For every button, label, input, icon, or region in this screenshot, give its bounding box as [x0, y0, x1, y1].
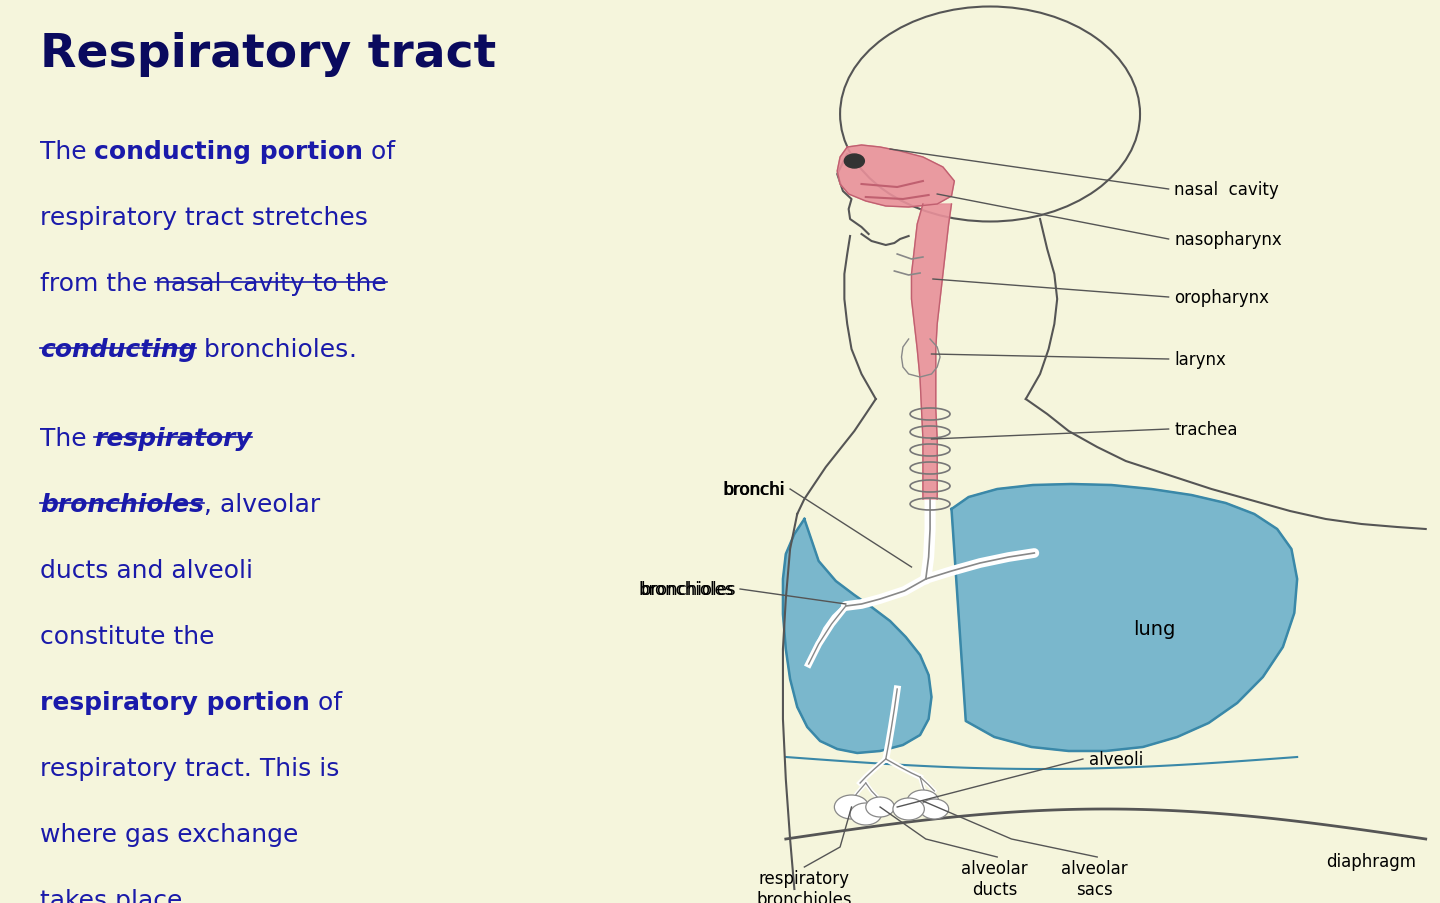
Text: nasopharynx: nasopharynx: [1175, 231, 1282, 248]
Text: respiratory tract stretches: respiratory tract stretches: [40, 206, 367, 230]
Text: diaphragm: diaphragm: [1326, 852, 1416, 870]
Text: from the: from the: [40, 272, 156, 296]
Text: respiratory
bronchioles: respiratory bronchioles: [756, 869, 852, 903]
Text: The: The: [40, 140, 95, 164]
Text: alveolar
sacs: alveolar sacs: [1061, 859, 1128, 898]
Text: nasal cavity to the: nasal cavity to the: [156, 272, 387, 296]
Text: , alveolar: , alveolar: [204, 492, 320, 517]
Text: bronchioles: bronchioles: [639, 581, 734, 599]
Text: takes place.: takes place.: [40, 888, 190, 903]
Text: respiratory portion: respiratory portion: [40, 690, 310, 714]
Circle shape: [834, 796, 868, 819]
Text: respiratory: respiratory: [95, 426, 252, 451]
Text: oropharynx: oropharynx: [1175, 289, 1269, 307]
Text: nasal  cavity: nasal cavity: [1175, 181, 1279, 199]
Text: bronchi: bronchi: [723, 480, 785, 498]
Circle shape: [893, 798, 924, 820]
Text: of: of: [310, 690, 341, 714]
Text: lung: lung: [1133, 619, 1175, 638]
Text: respiratory tract. This is: respiratory tract. This is: [40, 756, 340, 780]
Circle shape: [920, 799, 949, 819]
Text: bronchioles: bronchioles: [196, 338, 348, 362]
Text: alveoli: alveoli: [1089, 750, 1143, 768]
Text: larynx: larynx: [1175, 350, 1227, 368]
Text: alveolar
ducts: alveolar ducts: [960, 859, 1028, 898]
Text: Respiratory tract: Respiratory tract: [40, 32, 495, 77]
Text: conducting portion: conducting portion: [95, 140, 363, 164]
Text: of: of: [363, 140, 396, 164]
Circle shape: [844, 154, 864, 169]
Polygon shape: [912, 205, 952, 499]
Circle shape: [907, 790, 939, 812]
Circle shape: [850, 803, 881, 825]
Text: bronchioles: bronchioles: [641, 581, 736, 599]
Polygon shape: [837, 146, 955, 208]
Text: bronchi: bronchi: [724, 480, 786, 498]
Text: where gas exchange: where gas exchange: [40, 822, 298, 846]
Polygon shape: [952, 485, 1297, 751]
Text: The: The: [40, 426, 95, 451]
Text: conducting: conducting: [40, 338, 196, 362]
Circle shape: [865, 797, 894, 817]
Text: bronchioles: bronchioles: [40, 492, 204, 517]
Text: constitute the: constitute the: [40, 624, 215, 648]
Text: .: .: [348, 338, 357, 362]
Text: ducts and alveoli: ducts and alveoli: [40, 558, 253, 582]
Polygon shape: [783, 519, 932, 753]
Text: trachea: trachea: [1175, 421, 1238, 439]
